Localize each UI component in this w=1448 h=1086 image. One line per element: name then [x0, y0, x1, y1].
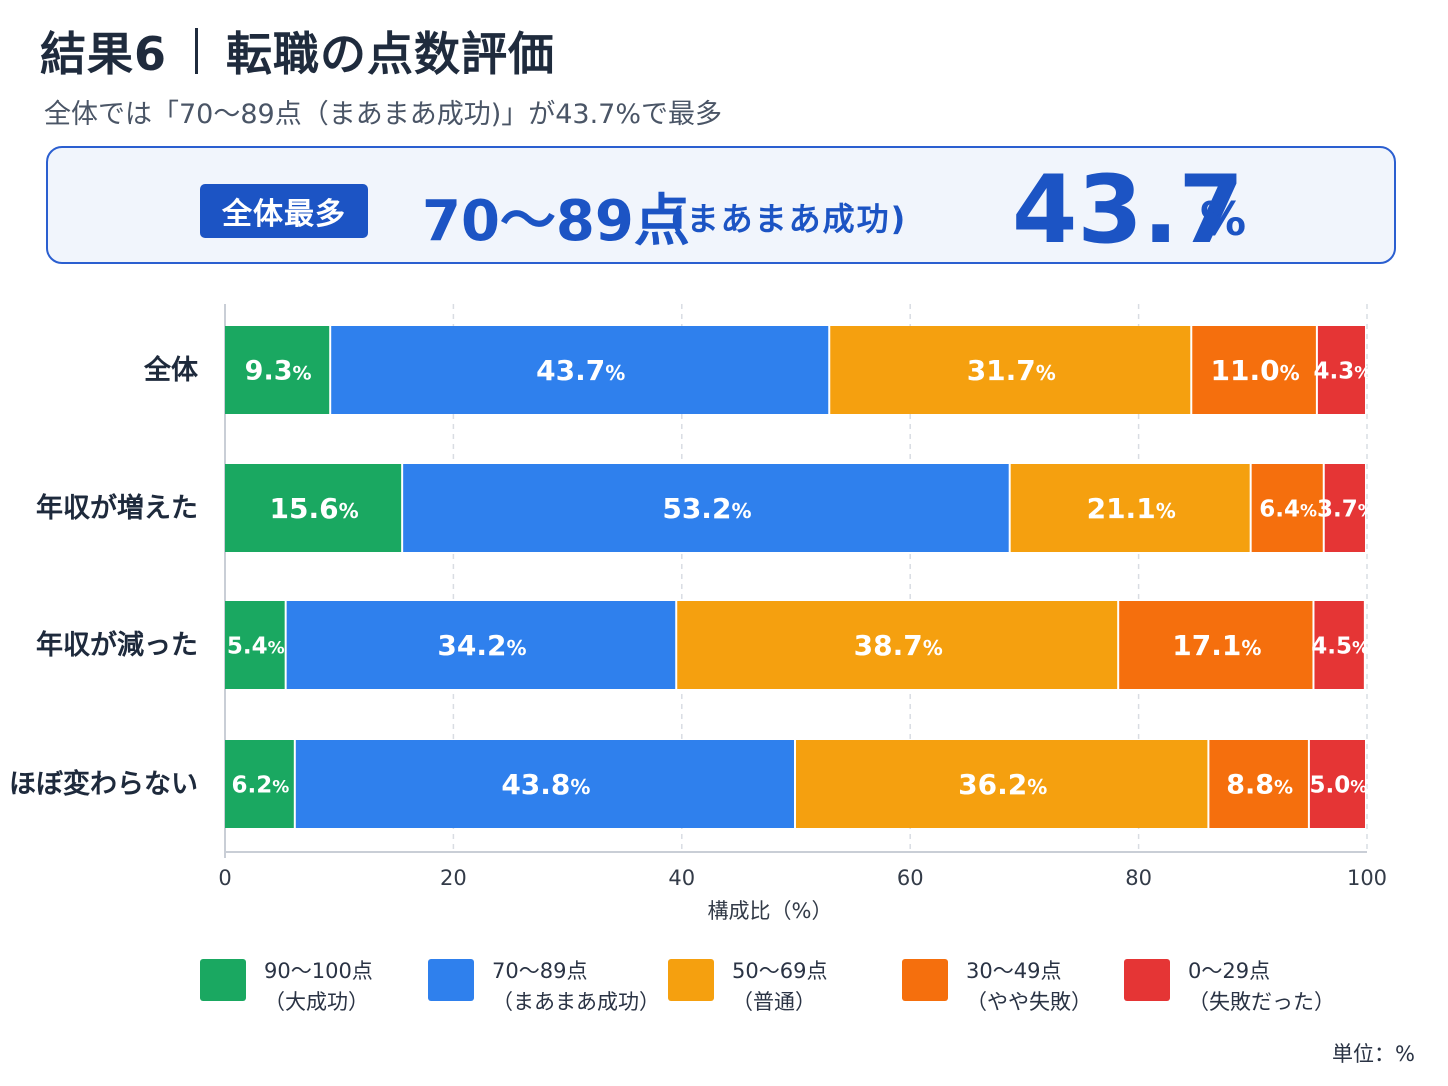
legend-label-3-line1: 30～49点 [966, 959, 1062, 983]
x-tick-label-2: 40 [668, 866, 695, 890]
bar-segment-3-0 [225, 740, 294, 828]
bar-data-label-1-3: 6.4% [1259, 496, 1317, 522]
x-tick-label-1: 20 [440, 866, 467, 890]
legend-label-2-line2: （普通） [732, 990, 816, 1014]
bar-segment-2-3 [1119, 601, 1313, 689]
title-text: 転職の点数評価 [226, 27, 556, 81]
bar-segment-1-2 [1010, 464, 1250, 552]
bar-data-label-0-0: 9.3% [245, 356, 312, 387]
bar-segment-3-2 [796, 740, 1208, 828]
legend-item-0: 90～100点 （大成功） [200, 956, 373, 1018]
bar-segment-0-0 [225, 326, 330, 414]
x-tick-label-5: 100 [1347, 866, 1387, 890]
bar-data-label-2-2: 38.7% [854, 629, 943, 662]
bar-segment-1-4 [1324, 464, 1365, 552]
bar-segment-0-2 [830, 326, 1191, 414]
bar-data-label-3-1: 43.8% [501, 768, 590, 801]
page-title: 結果6 転職の点数評価 [40, 18, 555, 84]
legend-label-0-line1: 90～100点 [264, 959, 373, 983]
bar-data-label-3-4: 5.0% [1310, 772, 1368, 798]
category-label-3: ほぼ変わらない [9, 768, 198, 800]
bar-data-label-2-4: 4.5% [1311, 633, 1369, 659]
category-label-2: 年収が減った [36, 629, 198, 661]
legend-label-0-line2: （大成功） [264, 990, 369, 1014]
bar-segment-2-0 [225, 601, 285, 689]
legend-label-2-line1: 50～69点 [732, 959, 828, 983]
highlight-value: 43.7 [1012, 156, 1244, 265]
legend-label-1-line2: （まあまあ成功） [492, 990, 660, 1014]
bar-data-label-2-0: 5.4% [227, 633, 285, 659]
bar-data-label-1-2: 21.1% [1087, 492, 1176, 525]
legend-label-4-line2: （失敗だった） [1188, 990, 1335, 1014]
x-tick-label-3: 60 [897, 866, 924, 890]
bar-data-label-0-3: 11.0% [1211, 354, 1300, 387]
legend-swatch-2 [668, 959, 714, 1001]
legend-item-2: 50～69点 （普通） [668, 956, 827, 1018]
legend-swatch-4 [1124, 959, 1170, 1001]
x-tick-label-0: 0 [218, 866, 231, 890]
highlight-badge: 全体最多 [200, 184, 368, 238]
title-separator [195, 28, 199, 74]
legend-item-1: 70～89点 （まあまあ成功） [428, 956, 660, 1018]
bar-segment-0-3 [1192, 326, 1316, 414]
bar-data-label-0-2: 31.7% [967, 354, 1056, 387]
bar-segment-3-3 [1209, 740, 1308, 828]
title-number: 結果6 [40, 27, 168, 81]
unit-note: 単位：% [1332, 1042, 1415, 1066]
x-axis-label: 構成比（%） [708, 899, 833, 923]
bar-data-label-2-3: 17.1% [1172, 629, 1261, 662]
highlight-box: 全体最多 70～89点 (まあまあ成功) 43.7 % [46, 146, 1396, 265]
category-label-1: 年収が増えた [36, 492, 198, 524]
bar-segment-1-1 [403, 464, 1009, 552]
legend-item-4: 0～29点 （失敗だった） [1124, 956, 1335, 1018]
legend-label-4-line1: 0～29点 [1188, 959, 1271, 983]
x-tick-label-4: 80 [1125, 866, 1152, 890]
bar-data-label-1-4: 3.7% [1317, 496, 1375, 522]
legend-item-3: 30～49点 （やや失敗） [902, 956, 1092, 1018]
bar-data-label-3-3: 8.8% [1226, 770, 1293, 801]
bar-segment-0-1 [331, 326, 829, 414]
legend-label-1-line1: 70～89点 [492, 959, 588, 983]
legend-swatch-0 [200, 959, 246, 1001]
legend-swatch-1 [428, 959, 474, 1001]
legend-swatch-3 [902, 959, 948, 1001]
bar-data-label-3-2: 36.2% [958, 768, 1047, 801]
bar-data-label-0-1: 43.7% [536, 354, 625, 387]
bar-segment-0-4 [1317, 326, 1365, 414]
highlight-category-sub: (まあまあ成功) [670, 200, 908, 238]
bar-data-label-3-0: 6.2% [232, 772, 290, 798]
bar-data-label-1-0: 15.6% [270, 492, 359, 525]
category-label-0: 全体 [143, 354, 199, 386]
bar-segment-1-0 [225, 464, 402, 552]
bar-data-label-0-4: 4.3% [1314, 358, 1372, 384]
bar-segment-2-2 [677, 601, 1118, 689]
bar-segment-1-3 [1251, 464, 1323, 552]
bar-data-label-2-1: 34.2% [437, 629, 526, 662]
page-subtitle: 全体では「70～89点（まあまあ成功)」が43.7%で最多 [44, 99, 723, 130]
bar-segment-2-4 [1314, 601, 1364, 689]
bar-segment-3-1 [295, 740, 794, 828]
highlight-unit: % [1200, 192, 1247, 246]
bar-segment-2-1 [286, 601, 676, 689]
bar-segment-3-4 [1309, 740, 1365, 828]
highlight-category: 70～89点 [422, 189, 690, 254]
legend-label-3-line2: （やや失敗） [966, 990, 1092, 1014]
bar-data-label-1-1: 53.2% [662, 492, 751, 525]
